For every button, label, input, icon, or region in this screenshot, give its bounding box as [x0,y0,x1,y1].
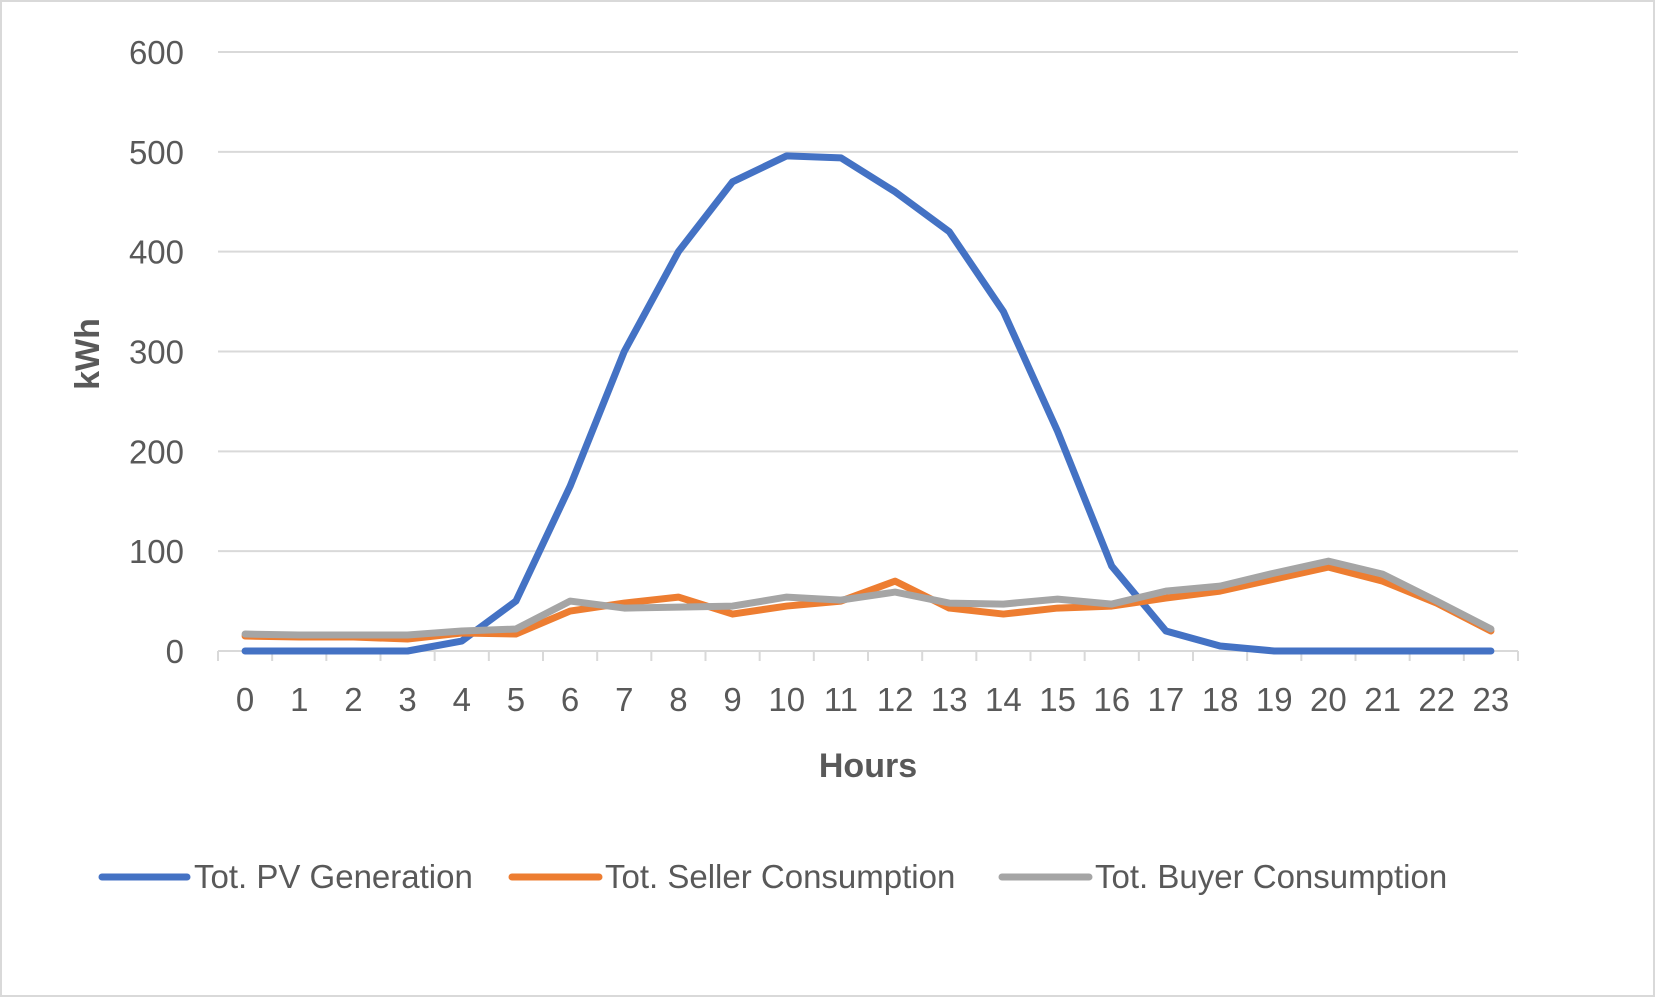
x-tick-label: 16 [1093,681,1130,718]
y-tick-label: 400 [129,234,184,271]
y-axis-label: kWh [69,318,107,390]
x-tick-label: 22 [1418,681,1455,718]
x-axis-label: Hours [819,747,917,785]
x-tick-label: 12 [877,681,914,718]
gridlines [218,51,1518,553]
series-lines [241,152,1495,655]
series-line-1 [241,563,1495,643]
x-tick-label: 7 [615,681,633,718]
x-tick-label: 3 [398,681,416,718]
x-tick-label: 10 [768,681,805,718]
legend-label: Tot. Buyer Consumption [1095,858,1447,895]
x-tick-label: 13 [931,681,968,718]
y-axis-ticks: 0 100 200 300 400 500 600 [129,34,184,670]
series-line-0 [241,152,1495,655]
x-tick-label: 11 [824,681,858,718]
x-tick-label: 20 [1310,681,1347,718]
series-line-2 [241,557,1495,639]
y-tick-label: 100 [129,533,184,570]
x-tick-label: 15 [1039,681,1076,718]
legend-label: Tot. PV Generation [194,858,473,895]
x-tick-label: 14 [985,681,1022,718]
y-tick-label: 200 [129,433,184,470]
x-tick-label: 1 [290,681,308,718]
x-tick-label: 8 [669,681,687,718]
x-tick-label: 2 [344,681,362,718]
y-tick-label: 0 [166,633,184,670]
x-tick-label: 21 [1364,681,1401,718]
x-tick-label: 17 [1148,681,1185,718]
x-tick-label: 4 [453,681,471,718]
x-tick-label: 19 [1256,681,1293,718]
x-axis: 0 1 2 3 4 5 6 7 8 9 10 11 12 13 14 15 16 17 18 19 20 21 22 23 [217,650,1519,718]
legend: Tot. PV Generation Tot. Seller Consumptio… [98,858,1447,895]
x-tick-label: 18 [1202,681,1239,718]
x-tick-label: 9 [723,681,741,718]
y-tick-label: 300 [129,334,184,371]
y-tick-label: 500 [129,134,184,171]
x-tick-label: 0 [236,681,254,718]
x-tick-label: 5 [507,681,525,718]
y-tick-label: 600 [129,34,184,71]
x-tick-label: 6 [561,681,579,718]
x-tick-label: 23 [1473,681,1510,718]
legend-label: Tot. Seller Consumption [605,858,955,895]
